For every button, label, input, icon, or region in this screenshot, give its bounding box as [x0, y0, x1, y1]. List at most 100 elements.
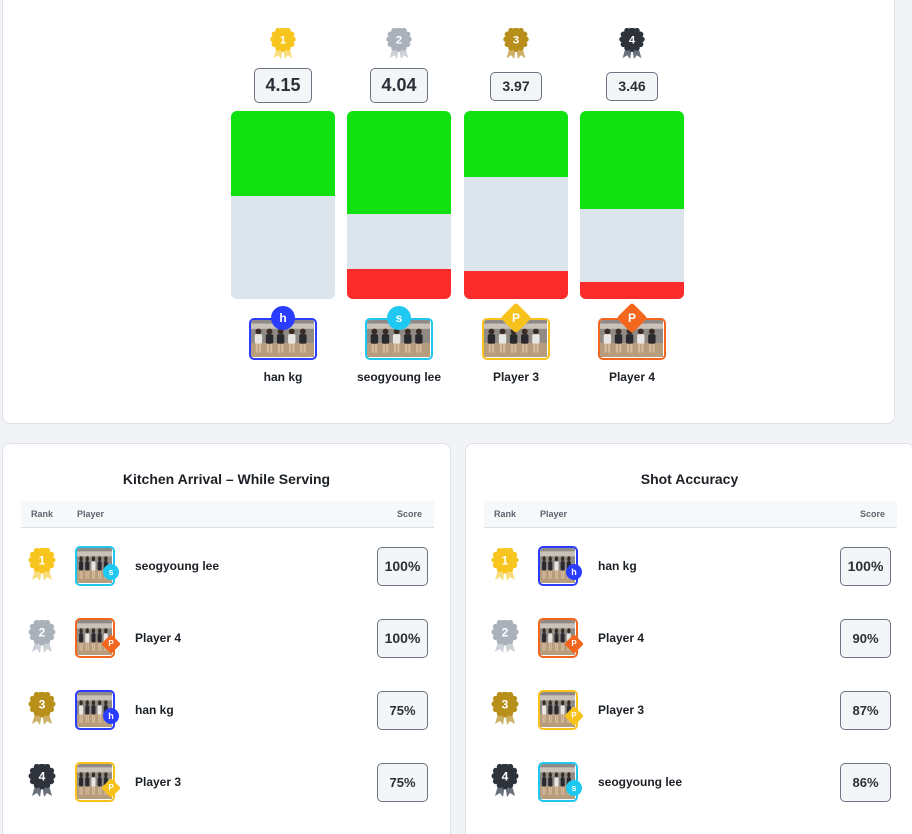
svg-text:4: 4 [502, 770, 509, 784]
kitchen-arrival-card: Kitchen Arrival – While Serving Rank Pla… [2, 443, 451, 834]
table-row[interactable]: 4 s seogyoung lee 86% [484, 746, 897, 818]
rating-bar-positive [347, 111, 451, 215]
svg-text:2: 2 [39, 626, 46, 640]
silver-medal-icon: 2 [491, 618, 519, 656]
player-name[interactable]: han kg [263, 370, 303, 384]
dark-medal-icon: 4 [28, 762, 56, 800]
svg-text:1: 1 [39, 554, 46, 568]
player-initial-badge: h [103, 708, 119, 724]
player-initial-badge: h [271, 306, 295, 330]
podium-column-2: 2 4.04 s seogyoung lee [347, 0, 451, 434]
score-value: 100% [377, 547, 428, 586]
score-value: 75% [377, 691, 428, 730]
rank-column-header: Rank [31, 509, 54, 519]
table-row[interactable]: 3 P Player 3 87% [484, 674, 897, 746]
player-name[interactable]: seogyoung lee [356, 370, 442, 384]
dark-medal-icon: 4 [491, 762, 519, 800]
player-initial-badge: P [564, 706, 584, 726]
svg-text:3: 3 [39, 698, 46, 712]
score-value: 100% [840, 547, 891, 586]
accuracy-table-header: Rank Player Score [484, 501, 897, 528]
rating-bar [231, 111, 335, 299]
player-name[interactable]: han kg [598, 559, 637, 573]
podium-column-3: 3 3.97 P Player 3 [464, 0, 568, 434]
svg-text:4: 4 [629, 35, 636, 47]
player-initial: P [571, 711, 577, 720]
table-row[interactable]: 2 P Player 4 90% [484, 602, 897, 674]
score-column-header: Score [396, 509, 422, 519]
player-name[interactable]: seogyoung lee [598, 775, 683, 789]
bronze-medal-icon: 3 [28, 690, 56, 728]
rating-score: 3.97 [490, 72, 542, 101]
svg-text:4: 4 [39, 770, 46, 784]
player-initial: P [571, 639, 577, 648]
bronze-medal-icon: 3 [502, 26, 530, 60]
dark-medal-icon: 4 [618, 26, 646, 60]
svg-text:1: 1 [502, 554, 509, 568]
player-initial-badge: P [564, 634, 584, 654]
score-value: 75% [377, 763, 428, 802]
score-column-header: Score [859, 509, 885, 519]
score-value: 100% [377, 619, 428, 658]
kitchen-table-header: Rank Player Score [21, 501, 434, 528]
silver-medal-icon: 2 [28, 618, 56, 656]
rating-bar-negative [580, 282, 684, 299]
rating-bar-positive [464, 111, 568, 177]
gold-medal-icon: 1 [491, 546, 519, 584]
rating-score: 3.46 [606, 72, 658, 101]
svg-text:3: 3 [513, 35, 519, 47]
player-name[interactable]: Player 3 [598, 703, 645, 717]
table-row[interactable]: 4 P Player 3 75% [21, 746, 434, 818]
rating-bar-negative [464, 270, 568, 299]
score-value: 90% [840, 619, 891, 658]
score-value: 86% [840, 763, 891, 802]
silver-medal-icon: 2 [385, 26, 413, 60]
player-name[interactable]: Player 3 [492, 370, 540, 384]
player-name[interactable]: Player 4 [608, 370, 656, 384]
shot-accuracy-card: Shot Accuracy Rank Player Score 1 h han k… [465, 443, 912, 834]
gold-medal-icon: 1 [28, 546, 56, 584]
score-value: 87% [840, 691, 891, 730]
player-initial-badge: P [101, 634, 121, 654]
player-initial: P [108, 783, 114, 792]
rating-bar [464, 111, 568, 299]
player-name[interactable]: Player 4 [598, 631, 645, 645]
table-row[interactable]: 1 h han kg 100% [484, 530, 897, 602]
shot-accuracy-title: Shot Accuracy [640, 471, 739, 487]
rating-score: 4.04 [370, 68, 428, 103]
player-initial-badge: s [103, 564, 119, 580]
player-name[interactable]: Player 4 [135, 631, 182, 645]
podium-column-1: 1 4.15 h han kg [231, 0, 335, 434]
player-initial-badge: P [101, 778, 121, 798]
svg-text:3: 3 [502, 698, 509, 712]
svg-text:2: 2 [502, 626, 509, 640]
kitchen-arrival-title: Kitchen Arrival – While Serving [122, 471, 331, 487]
rating-bar-positive [580, 111, 684, 209]
player-name[interactable]: Player 3 [135, 775, 182, 789]
table-row[interactable]: 3 h han kg 75% [21, 674, 434, 746]
player-initial-badge: P [616, 302, 648, 334]
table-row[interactable]: 2 P Player 4 100% [21, 602, 434, 674]
player-column-header: Player [540, 509, 568, 519]
rating-bar-negative [347, 268, 451, 299]
rating-bar [580, 111, 684, 299]
player-name[interactable]: seogyoung lee [135, 559, 220, 573]
table-row[interactable]: 1 s seogyoung lee 100% [21, 530, 434, 602]
player-initial-badge: P [500, 302, 532, 334]
player-initial: P [511, 311, 520, 325]
player-initial-badge: s [566, 780, 582, 796]
player-name[interactable]: han kg [135, 703, 174, 717]
player-initial: P [108, 639, 114, 648]
rating-score: 4.15 [254, 68, 312, 103]
player-initial-badge: h [566, 564, 582, 580]
svg-text:1: 1 [280, 35, 286, 47]
player-avatar[interactable] [598, 318, 666, 360]
rating-bar-positive [231, 111, 335, 196]
bronze-medal-icon: 3 [491, 690, 519, 728]
player-column-header: Player [77, 509, 105, 519]
svg-text:2: 2 [396, 35, 402, 47]
rating-bar [347, 111, 451, 299]
player-avatar[interactable] [538, 690, 578, 730]
rank-column-header: Rank [494, 509, 517, 519]
gold-medal-icon: 1 [269, 26, 297, 60]
